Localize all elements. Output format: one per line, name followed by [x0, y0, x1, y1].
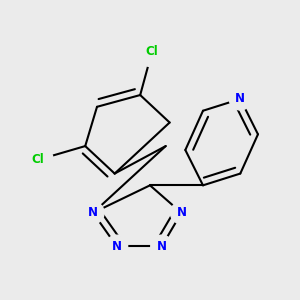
Text: N: N — [88, 206, 98, 219]
Circle shape — [229, 88, 251, 110]
Circle shape — [170, 202, 192, 224]
Circle shape — [23, 145, 53, 175]
Text: N: N — [176, 206, 186, 219]
Text: Cl: Cl — [32, 153, 44, 166]
Circle shape — [151, 235, 173, 257]
Text: N: N — [235, 92, 245, 106]
Text: Cl: Cl — [146, 45, 158, 58]
Circle shape — [106, 235, 128, 257]
Circle shape — [82, 202, 104, 224]
Text: N: N — [112, 240, 122, 253]
Text: N: N — [157, 240, 167, 253]
Circle shape — [137, 37, 167, 67]
